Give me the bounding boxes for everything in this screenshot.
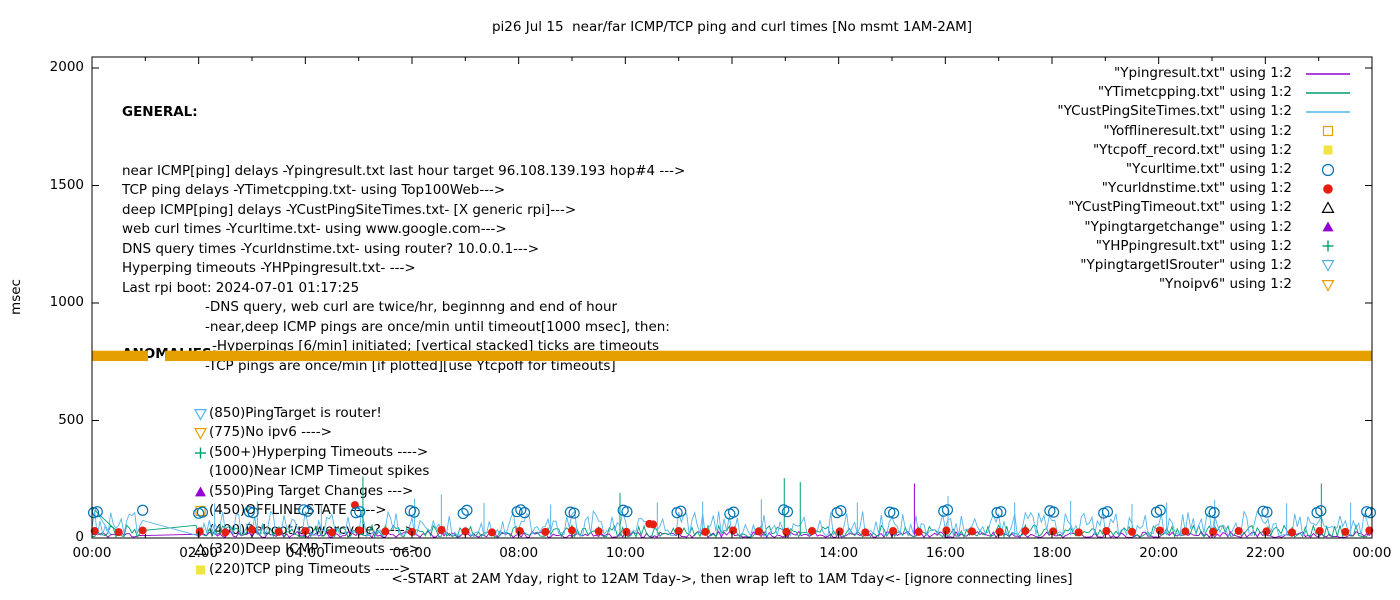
general-heading: GENERAL: [122,104,198,120]
legend-label: "YTimetcpping.txt" using 1:2 [1097,84,1292,101]
no-icon [193,523,208,538]
legend-triangle-up-filled-sample [1300,219,1356,235]
y-tick-label: 2000 [49,59,84,75]
plus-icon [193,445,208,460]
legend-circle-open-sample [1300,162,1356,178]
legend-label: "YHPpingresult.txt" using 1:2 [1095,237,1292,254]
anomaly-item: (1000)Near ICMP Timeout spikes [193,462,429,482]
legend-square-filled-sample [1300,142,1356,158]
chart-title: pi26 Jul 15 near/far ICMP/TCP ping and c… [491,19,973,35]
anomaly-item: (220)TCP ping Timeouts -----> [193,560,429,580]
square-open-icon [193,503,208,518]
legend-label: "Ypingtargetchange" using 1:2 [1084,218,1292,235]
anomaly-text: (400)Reboot/powercycle? ----> [209,521,416,538]
x-tick-label: 14:00 [819,545,859,561]
legend-item: "Yofflineresult.txt" using 1:2 [1057,122,1356,141]
triangle-up-filled-icon [193,484,208,499]
anomaly-text: (1000)Near ICMP Timeout spikes [209,463,430,479]
legend-triangle-up-open-sample [1300,200,1356,216]
general-line: near ICMP[ping] delays -Ypingresult.txt … [122,162,686,179]
legend-triangle-down-open-sample [1300,257,1356,273]
anomaly-text: (450)OFFLINE STATE -----> [209,502,387,518]
x-tick-label: 08:00 [499,545,539,561]
anomaly-item: (850)PingTarget is router! [193,404,429,424]
legend-item: "Ynoipv6" using 1:2 [1057,275,1356,294]
x-tick-label: 12:00 [712,545,752,561]
general-line: TCP ping delays -YTimetcpping.txt- using… [122,182,506,198]
y-tick-label: 1500 [49,176,84,193]
legend-label: "Yofflineresult.txt" using 1:2 [1103,122,1292,139]
anomaly-text: (775)No ipv6 ----> [209,424,332,440]
x-axis-title: <-START at 2AM Yday, right to 12AM Tday-… [391,571,1073,587]
y-tick-label: 500 [58,411,84,428]
legend-item: "YpingtargetISrouter" using 1:2 [1057,256,1356,275]
square-filled-icon [193,562,208,577]
legend-label: "YpingtargetISrouter" using 1:2 [1080,256,1292,273]
y-tick-label: 1000 [49,294,84,310]
anomaly-item: (320)Deep ICMP Timeouts ----> [193,540,429,560]
triangle-down-open-icon [193,425,208,440]
legend-label: "YCustPingTimeout.txt" using 1:2 [1068,199,1292,216]
legend-label: "Ycurldnstime.txt" using 1:2 [1101,180,1292,197]
legend: "Ypingresult.txt" using 1:2 "YTimetcpping… [1057,64,1356,294]
anomaly-text: (500+)Hyperping Timeouts ----> [209,443,429,460]
triangle-up-open-icon [193,542,208,557]
legend-line-sample [1300,85,1356,101]
general-line: Hyperping timeouts -YHPpingresult.txt- -… [122,260,416,276]
legend-item: "Ytcpoff_record.txt" using 1:2 [1057,141,1356,160]
anomaly-text: (320)Deep ICMP Timeouts ----> [209,541,420,557]
y-tick-label: 0 [75,529,84,545]
x-tick-label: 10:00 [605,545,645,561]
anomaly-item: (775)No ipv6 ----> [193,423,429,443]
x-tick-label: 00:00 [1352,545,1392,561]
legend-item: "Ycurldnstime.txt" using 1:2 [1057,179,1356,198]
legend-item: "YCustPingSiteTimes.txt" using 1:2 [1057,102,1356,121]
anomaly-text: (850)PingTarget is router! [209,404,382,421]
legend-item: "Ypingresult.txt" using 1:2 [1057,64,1356,83]
anomaly-item: (550)Ping Target Changes ---> [193,482,429,502]
x-tick-label: 20:00 [1139,545,1179,561]
x-tick-label: 22:00 [1245,545,1285,561]
legend-item: "Ycurltime.txt" using 1:2 [1057,160,1356,179]
anomaly-text: (550)Ping Target Changes ---> [209,482,414,499]
anomalies-heading: ANOMALIES: [122,346,218,362]
legend-square-open-sample [1300,123,1356,139]
legend-label: "Ytcpoff_record.txt" using 1:2 [1092,141,1292,158]
triangle-down-open-icon [193,406,208,421]
no-icon [193,464,208,479]
legend-line-sample [1300,104,1356,120]
legend-item: "Ypingtargetchange" using 1:2 [1057,218,1356,237]
legend-label: "Ycurltime.txt" using 1:2 [1125,160,1292,177]
x-tick-label: 00:00 [72,545,112,561]
legend-label: "YCustPingSiteTimes.txt" using 1:2 [1057,103,1292,120]
x-tick-label: 02:00 [179,545,219,561]
anomaly-text: (220)TCP ping Timeouts -----> [209,560,411,577]
general-line: deep ICMP[ping] delays -YCustPingSiteTim… [122,201,577,218]
x-tick-label: 06:00 [392,545,432,561]
legend-item: "YCustPingTimeout.txt" using 1:2 [1057,198,1356,217]
connector-line [94,508,112,535]
anomaly-item: (450)OFFLINE STATE -----> [193,501,429,521]
legend-label: "Ynoipv6" using 1:2 [1158,276,1292,293]
legend-label: "Ypingresult.txt" using 1:2 [1114,65,1292,81]
anomaly-item: (400)Reboot/powercycle? ----> [193,521,429,541]
legend-item: "YTimetcpping.txt" using 1:2 [1057,83,1356,102]
legend-plus-sample [1300,238,1356,254]
legend-circle-filled-sample [1300,181,1356,197]
general-line: Last rpi boot: 2024-07-01 01:17:25 [122,279,360,296]
x-tick-label: 04:00 [285,545,325,561]
legend-item: "YHPpingresult.txt" using 1:2 [1057,237,1356,256]
x-tick-label: 18:00 [1032,545,1072,561]
general-line: DNS query times -Ycurldnstime.txt- using… [122,240,540,257]
legend-line-sample [1300,66,1356,82]
connector-line [94,509,122,536]
legend-triangle-down-open-sample [1300,277,1356,293]
general-line: web curl times -Ycurltime.txt- using www… [122,221,507,237]
x-tick-label: 16:00 [925,545,965,561]
anomaly-item: (500+)Hyperping Timeouts ----> [193,443,429,463]
